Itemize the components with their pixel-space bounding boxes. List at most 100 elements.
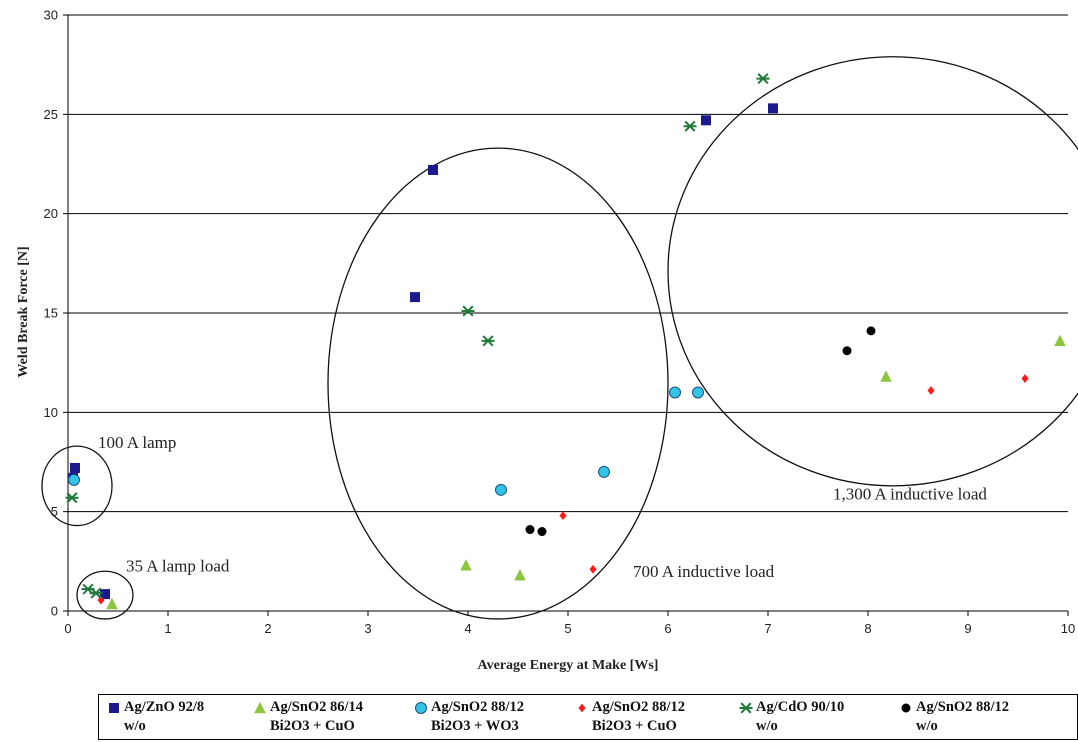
data-points (65, 73, 1066, 610)
data-point (768, 103, 778, 114)
legend-marker (415, 702, 427, 714)
legend-marker-shape (254, 701, 266, 714)
series-0 (68, 103, 778, 600)
data-point (70, 462, 80, 473)
data-point (1021, 374, 1029, 383)
x-tick-label: 3 (364, 621, 371, 636)
x-tick-label: 8 (864, 621, 871, 636)
annotation-label: 35 A lamp load (126, 556, 230, 575)
series-4 (65, 73, 770, 599)
data-point (559, 511, 567, 521)
series-1 (106, 334, 1066, 610)
legend-series-subname: Bi2O3 + WO3 (431, 718, 519, 734)
legend-marker (254, 701, 266, 714)
x-tick-label: 4 (464, 621, 471, 636)
data-point (866, 326, 876, 336)
load-group-ellipse-0 (41, 445, 113, 527)
legend-marker (109, 703, 119, 713)
x-tick-label: 6 (664, 621, 671, 636)
data-point (68, 473, 80, 486)
legend: Ag/ZnO 92/8 w/o Ag/SnO2 86/14 Bi2O3 + CuO Ag… (98, 694, 1078, 740)
legend-series-subname: w/o (756, 718, 778, 734)
legend-series-subname: w/o (124, 718, 146, 734)
x-tick-label: 7 (764, 621, 771, 636)
gridlines (68, 14, 1068, 513)
x-tick-label: 2 (264, 621, 271, 636)
data-point (1054, 334, 1066, 347)
data-point (525, 525, 535, 535)
legend-marker-shape (109, 703, 119, 713)
series-3 (97, 374, 1029, 605)
x-tick-label: 1 (164, 621, 171, 636)
y-tick-label: 10 (44, 405, 58, 420)
annotation-label: 700 A inductive load (633, 562, 775, 581)
data-point (598, 465, 610, 478)
data-point (683, 120, 697, 132)
load-group-ellipse-1 (76, 570, 134, 620)
data-point (692, 386, 704, 399)
data-point (589, 564, 597, 574)
data-point (460, 559, 472, 571)
legend-series-name: Ag/SnO2 88/12 (916, 699, 1010, 715)
data-point (880, 370, 892, 382)
legend-text: Ag/ZnO 92/8 w/o (124, 698, 204, 736)
data-point (514, 569, 526, 581)
legend-marker (739, 702, 753, 714)
legend-marker-shape (578, 703, 586, 713)
legend-text: Ag/SnO2 88/12 w/o (916, 698, 1009, 736)
x-tick-label: 9 (964, 621, 971, 636)
data-point (410, 292, 420, 303)
data-point (669, 386, 681, 399)
legend-series-subname: Bi2O3 + CuO (270, 718, 355, 734)
data-point (495, 483, 507, 496)
data-point (89, 587, 103, 599)
data-point (756, 73, 770, 85)
data-point (481, 335, 495, 347)
legend-series-subname: w/o (916, 718, 938, 734)
legend-series-name: Ag/SnO2 86/14 (270, 699, 364, 715)
y-tick-label: 20 (44, 206, 58, 221)
series-5 (525, 326, 876, 537)
annotation-label: 1,300 A inductive load (833, 485, 987, 504)
y-tick-label: 30 (44, 8, 58, 23)
legend-marker-shape (415, 702, 427, 714)
x-tick-label: 10 (1061, 621, 1075, 636)
group-ellipses (41, 56, 1078, 620)
x-tick-label: 0 (64, 621, 71, 636)
data-point (842, 346, 852, 356)
y-tick-label: 5 (51, 504, 58, 519)
annotation-label: 100 A lamp (98, 433, 176, 452)
load-group-ellipse-2 (327, 147, 669, 620)
data-point (461, 305, 475, 317)
y-axis-title: Weld Break Force [N] (16, 246, 31, 377)
data-point (537, 527, 547, 537)
axes: 0 5 10 15 20 25 30 0 1 2 3 4 5 6 7 8 9 10 (44, 8, 1076, 637)
legend-text: Ag/CdO 90/10 w/o (756, 698, 844, 736)
x-tick-label: 5 (564, 621, 571, 636)
series-2 (68, 386, 704, 496)
legend-series-name: Ag/CdO 90/10 (756, 699, 845, 715)
data-point (106, 597, 118, 610)
legend-text: Ag/SnO2 88/12 Bi2O3 + WO3 (431, 698, 524, 736)
data-point (701, 115, 711, 126)
y-tick-label: 15 (44, 306, 58, 321)
legend-marker-shape (739, 702, 753, 714)
legend-series-name: Ag/ZnO 92/8 (124, 699, 205, 715)
legend-series-name: Ag/SnO2 88/12 (592, 699, 686, 715)
annotations: 100 A lamp 35 A lamp load 700 A inductive … (98, 433, 987, 581)
data-point (927, 386, 935, 395)
legend-text: Ag/SnO2 86/14 Bi2O3 + CuO (270, 698, 363, 736)
data-point (65, 492, 79, 504)
data-point (97, 595, 105, 605)
legend-marker (578, 703, 586, 713)
y-tick-label: 0 (51, 604, 58, 619)
load-group-ellipse-3 (667, 56, 1078, 487)
legend-marker (901, 703, 911, 713)
x-axis-title: Average Energy at Make [Ws] (478, 658, 659, 673)
legend-text: Ag/SnO2 88/12 Bi2O3 + CuO (592, 698, 685, 736)
data-point (100, 589, 110, 600)
legend-series-subname: Bi2O3 + CuO (592, 718, 677, 734)
legend-series-name: Ag/SnO2 88/12 (431, 699, 525, 715)
legend-marker-shape (901, 703, 911, 713)
scatter-chart: 0 5 10 15 20 25 30 0 1 2 3 4 5 6 7 8 9 10 100 A lamp 35 A … (16, 8, 1078, 673)
